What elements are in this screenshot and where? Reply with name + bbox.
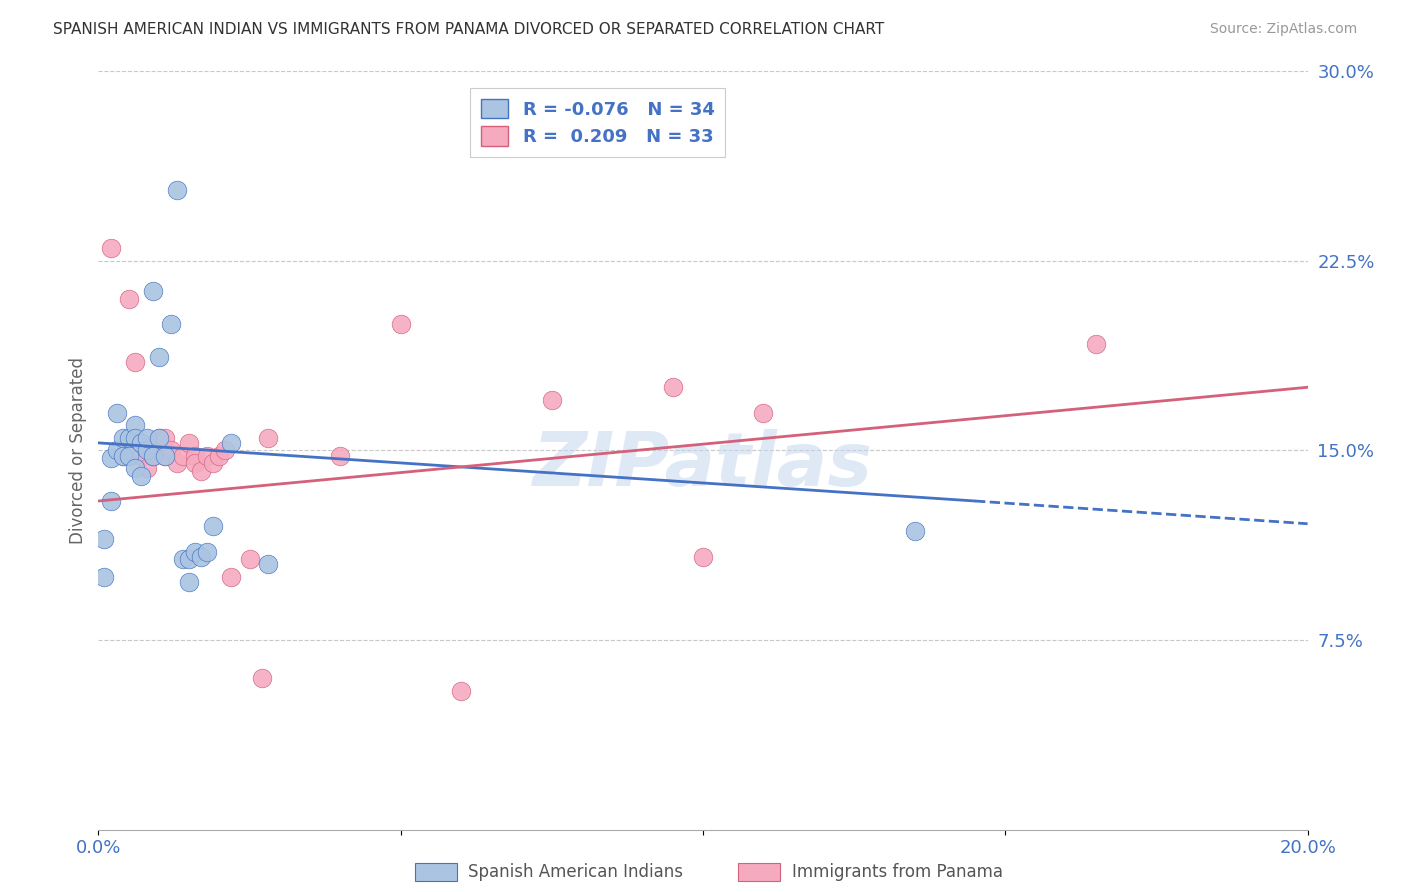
Point [179, 436, 201, 450]
Point [195, 449, 218, 463]
Point [148, 350, 170, 364]
Point [111, 449, 134, 463]
Point [118, 449, 141, 463]
Point [221, 570, 243, 584]
Point [153, 449, 176, 463]
Point [692, 549, 714, 564]
Point [166, 183, 188, 197]
Point [166, 456, 188, 470]
Text: ZIPatlas: ZIPatlas [533, 429, 873, 502]
Point [184, 544, 207, 558]
Point [256, 431, 278, 445]
Point [111, 431, 134, 445]
Point [135, 443, 157, 458]
Point [135, 431, 157, 445]
Point [142, 285, 165, 299]
Text: Source: ZipAtlas.com: Source: ZipAtlas.com [1209, 22, 1357, 37]
Text: Spanish American Indians: Spanish American Indians [468, 863, 683, 881]
Point [124, 461, 146, 475]
Point [111, 449, 134, 463]
Point [124, 355, 146, 369]
Point [904, 524, 927, 539]
Text: SPANISH AMERICAN INDIAN VS IMMIGRANTS FROM PANAMA DIVORCED OR SEPARATED CORRELAT: SPANISH AMERICAN INDIAN VS IMMIGRANTS FR… [53, 22, 884, 37]
Point [118, 431, 141, 445]
Point [661, 380, 683, 394]
Point [142, 449, 165, 463]
Point [195, 544, 218, 558]
Point [389, 317, 412, 331]
Point [153, 449, 176, 463]
Point [239, 552, 262, 566]
Point [100, 451, 122, 466]
Point [179, 574, 201, 589]
Point [160, 317, 183, 331]
Point [100, 241, 122, 255]
Point [221, 436, 243, 450]
Y-axis label: Divorced or Separated: Divorced or Separated [69, 357, 87, 544]
Point [250, 671, 273, 685]
Point [93, 570, 115, 584]
Point [540, 392, 562, 407]
Point [129, 436, 152, 450]
Point [179, 552, 201, 566]
Point [752, 405, 775, 420]
Point [329, 449, 352, 463]
Point [153, 431, 176, 445]
Point [105, 443, 128, 458]
Point [202, 519, 225, 533]
Point [190, 549, 212, 564]
Point [135, 461, 157, 475]
Point [450, 683, 472, 698]
Point [172, 449, 194, 463]
Point [129, 449, 152, 463]
Point [256, 557, 278, 572]
Text: Immigrants from Panama: Immigrants from Panama [792, 863, 1002, 881]
Point [184, 449, 207, 463]
Point [184, 456, 207, 470]
Point [172, 552, 194, 566]
Point [124, 431, 146, 445]
Point [148, 431, 170, 445]
Point [190, 464, 212, 478]
Point [214, 443, 236, 458]
Point [1085, 337, 1108, 351]
Point [129, 468, 152, 483]
Point [118, 292, 141, 306]
Point [148, 431, 170, 445]
Point [105, 405, 128, 420]
Point [202, 456, 225, 470]
Point [124, 418, 146, 433]
Legend: R = -0.076   N = 34, R =  0.209   N = 33: R = -0.076 N = 34, R = 0.209 N = 33 [470, 88, 725, 157]
Point [160, 443, 183, 458]
Point [100, 494, 122, 508]
Point [208, 449, 231, 463]
Point [142, 449, 165, 463]
Point [93, 532, 115, 546]
